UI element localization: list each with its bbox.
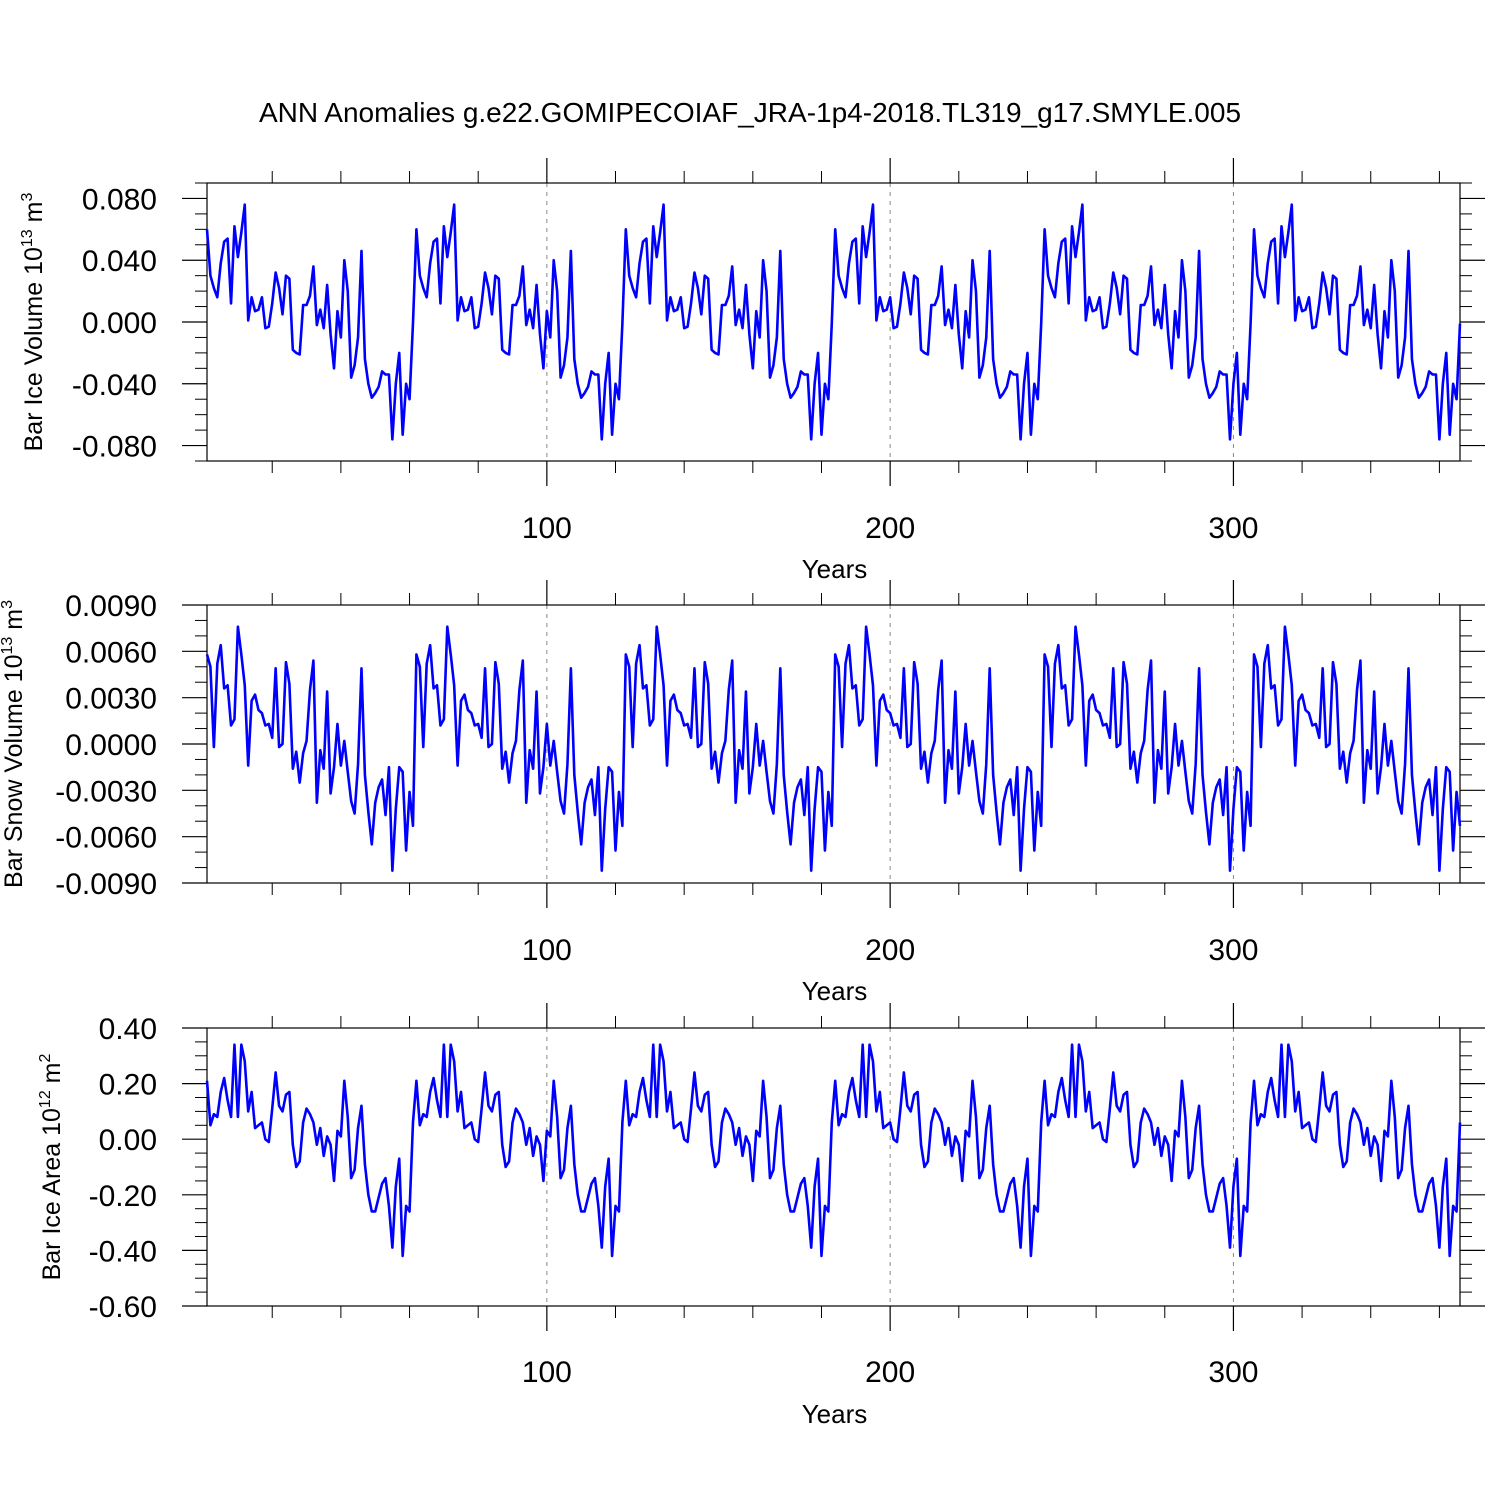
y-tick-label: 0.0000	[65, 729, 157, 762]
panel-1: 100 200 300 Years 0.080 0.040 0.000 -0.040 -0.08…	[19, 158, 1485, 584]
y-tick-label: -0.0060	[55, 822, 157, 855]
y-axis-label: Bar Ice Area 1012 m2	[37, 1054, 66, 1281]
series-line	[205, 1043, 1462, 1258]
y-tick-label: 0.000	[82, 307, 157, 340]
x-tick-label: 100	[522, 934, 572, 967]
x-tick-label: 200	[865, 934, 915, 967]
y-tick-label: -0.40	[89, 1235, 157, 1268]
y-axis-label: Bar Ice Volume 1013 m3	[19, 193, 48, 452]
x-axis-label: Years	[802, 554, 868, 584]
x-tick-label: 300	[1208, 1356, 1258, 1389]
y-tick-label: 0.040	[82, 245, 157, 278]
x-tick-label: 300	[1208, 512, 1258, 545]
plot-frame	[206, 1027, 1461, 1307]
y-tick-label: 0.40	[99, 1013, 157, 1046]
panel-3: 100 200 300 Years 0.40 0.20 0.00 -0.20 -0.40 -0.6…	[37, 1003, 1485, 1429]
series-line	[205, 625, 1462, 872]
x-axis-label: Years	[802, 1399, 868, 1429]
y-tick-label: 0.0030	[65, 683, 157, 716]
x-tick-label: 100	[522, 512, 572, 545]
panels: 100 200 300 Years 0.080 0.040 0.000 -0.040 -0.08…	[0, 158, 1485, 1429]
panel-2: 100 200 300 Years 0.0090 0.0060 0.0030 0.0000 -0…	[0, 580, 1485, 1006]
x-tick-label: 200	[865, 512, 915, 545]
y-tick-label: -0.20	[89, 1180, 157, 1213]
y-tick-label: 0.080	[82, 183, 157, 216]
plot-frame	[206, 182, 1461, 462]
y-tick-label: 0.00	[99, 1124, 157, 1157]
y-axis-label: Bar Snow Volume 1013 m3	[0, 600, 28, 888]
y-tick-label: -0.60	[89, 1291, 157, 1324]
y-tick-label: -0.080	[72, 431, 157, 464]
x-tick-label: 200	[865, 1356, 915, 1389]
x-tick-label: 300	[1208, 934, 1258, 967]
x-axis-label: Years	[802, 976, 868, 1006]
series-line	[205, 203, 1462, 441]
figure-title: ANN Anomalies g.e22.GOMIPECOIAF_JRA-1p4-…	[259, 97, 1241, 128]
x-tick-label: 100	[522, 1356, 572, 1389]
y-tick-label: 0.0090	[65, 590, 157, 623]
y-tick-label: 0.0060	[65, 636, 157, 669]
y-tick-label: -0.040	[72, 369, 157, 402]
y-tick-label: 0.20	[99, 1069, 157, 1102]
y-tick-label: -0.0090	[55, 868, 157, 901]
y-tick-label: -0.0030	[55, 775, 157, 808]
